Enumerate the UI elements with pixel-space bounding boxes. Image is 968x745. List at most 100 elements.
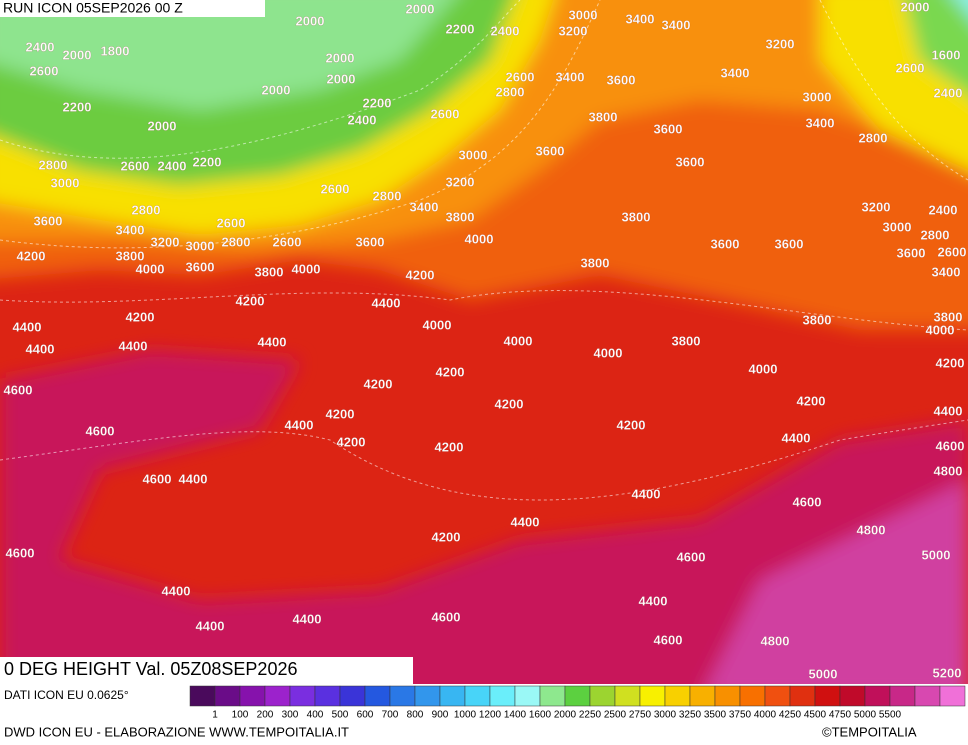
contour-label: 2800: [859, 130, 888, 145]
contour-label: 3800: [581, 255, 610, 270]
legend-label: 500: [332, 710, 349, 721]
contour-label: 2200: [193, 154, 222, 169]
contour-label: 3000: [569, 7, 598, 22]
contour-label: 2800: [222, 234, 251, 249]
contour-label: 2400: [491, 23, 520, 38]
contour-label: 4600: [432, 609, 461, 624]
contour-label: 3000: [51, 175, 80, 190]
source-label: DATI ICON EU 0.0625°: [4, 688, 129, 702]
contour-label: 3000: [186, 238, 215, 253]
legend-label: 1: [212, 710, 218, 721]
contour-label: 2800: [921, 227, 950, 242]
contour-label: 5000: [809, 666, 838, 681]
contour-label: 4000: [594, 345, 623, 360]
contour-label: 4600: [86, 423, 115, 438]
contour-label: 4000: [504, 333, 533, 348]
contour-label: 4400: [285, 417, 314, 432]
contour-label: 2400: [929, 202, 958, 217]
legend-swatch: [214, 685, 241, 707]
legend-swatch: [839, 685, 866, 707]
contour-label: 2600: [506, 69, 535, 84]
contour-label: 3400: [662, 17, 691, 32]
contour-label: 4200: [435, 439, 464, 454]
contour-label: 2600: [121, 158, 150, 173]
contour-label: 3200: [559, 23, 588, 38]
contour-label: 4400: [511, 514, 540, 529]
legend-swatch: [314, 685, 341, 707]
contour-label: 2600: [273, 234, 302, 249]
legend-swatch: [489, 685, 516, 707]
legend-label: 900: [432, 710, 449, 721]
contour-label: 4400: [632, 486, 661, 501]
contour-label: 3200: [862, 199, 891, 214]
legend-label: 4500: [804, 710, 827, 721]
legend-swatch: [789, 685, 816, 707]
contour-label: 4600: [6, 545, 35, 560]
contour-label: 4400: [782, 430, 811, 445]
contour-label: 3800: [622, 209, 651, 224]
contour-label: 2600: [938, 244, 967, 259]
contour-label: 2600: [431, 106, 460, 121]
contour-label: 3000: [883, 219, 912, 234]
legend-label: 1400: [504, 710, 527, 721]
contour-label: 2000: [901, 0, 930, 14]
contour-label: 4400: [196, 618, 225, 633]
header-box: [0, 0, 265, 17]
contour-label: 3400: [806, 115, 835, 130]
contour-label: 3600: [536, 143, 565, 158]
contour-label: 4200: [364, 376, 393, 391]
contour-label: 4200: [495, 396, 524, 411]
contour-label: 3000: [459, 147, 488, 162]
legend-label: 700: [382, 710, 399, 721]
legend-swatch: [189, 685, 216, 707]
contour-label: 2000: [63, 47, 92, 62]
legend-label: 800: [407, 710, 424, 721]
legend-swatch: [439, 685, 466, 707]
contour-label: 4200: [406, 267, 435, 282]
run-label: RUN ICON 05SEP2026 00 Z: [3, 0, 183, 16]
contour-label: 2400: [934, 85, 963, 100]
legend-label: 600: [357, 710, 374, 721]
contour-label: 4200: [432, 529, 461, 544]
contour-label: 3800: [116, 248, 145, 263]
contour-label: 4600: [4, 382, 33, 397]
legend-swatch: [264, 685, 291, 707]
contour-label: 2400: [348, 112, 377, 127]
contour-label: 4000: [749, 361, 778, 376]
contour-label: 4600: [143, 471, 172, 486]
contour-lines: [0, 0, 968, 501]
legend-label: 3500: [704, 710, 727, 721]
legend-label: 4000: [754, 710, 777, 721]
legend-swatch: [339, 685, 366, 707]
legend-swatch: [289, 685, 316, 707]
contour-label: 3200: [446, 174, 475, 189]
legend-swatch: [564, 685, 591, 707]
title-box: [0, 657, 413, 684]
contour-label: 2000: [296, 13, 325, 28]
legend-label: 3750: [729, 710, 752, 721]
contour-label: 4400: [639, 593, 668, 608]
legend-swatch: [639, 685, 666, 707]
contour-label: 4200: [17, 248, 46, 263]
contour-label: 2000: [262, 82, 291, 97]
contour-label: 3800: [934, 309, 963, 324]
contour-label: 4800: [934, 463, 963, 478]
legend-swatch: [414, 685, 441, 707]
copyright-label: ©TEMPOITALIA: [822, 724, 917, 739]
contour-label: 2000: [406, 1, 435, 16]
contour-label: 4000: [136, 261, 165, 276]
contour-label: 4200: [936, 355, 965, 370]
contour-label: 3400: [932, 264, 961, 279]
contour-label: 4400: [26, 341, 55, 356]
contour-label: 2200: [63, 99, 92, 114]
contour-label: 3600: [775, 236, 804, 251]
legend-label: 200: [257, 710, 274, 721]
contour-label: 4800: [761, 633, 790, 648]
contour-label: 4000: [292, 261, 321, 276]
contour-label: 4200: [337, 434, 366, 449]
contour-label: 2000: [326, 50, 355, 65]
legend-swatch: [939, 685, 966, 707]
contour-label: 3400: [556, 69, 585, 84]
contour-label: 3600: [676, 154, 705, 169]
contour-label: 2600: [896, 60, 925, 75]
